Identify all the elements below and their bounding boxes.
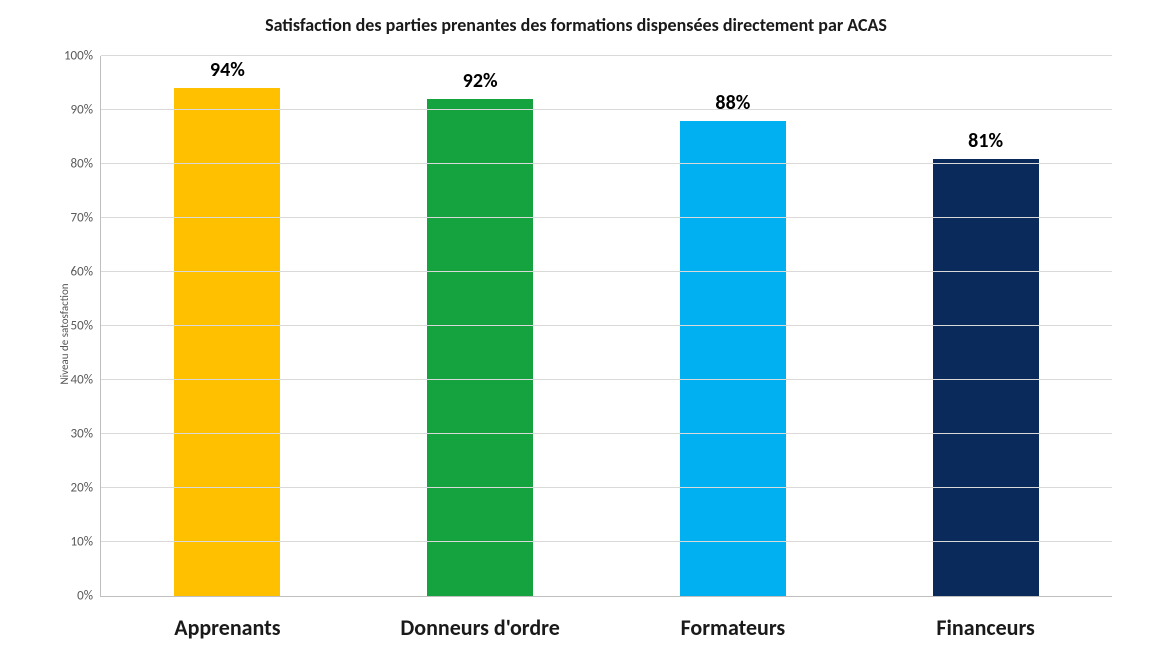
value-label: 81%	[968, 129, 1003, 153]
bar-slot: 88%Formateurs	[607, 56, 860, 596]
grid-line	[101, 163, 1112, 164]
bar: 92%	[427, 99, 533, 596]
bar: 81%	[933, 159, 1039, 596]
grid-line	[101, 325, 1112, 326]
grid-line	[101, 379, 1112, 380]
chart-title: Satisfaction des parties prenantes des f…	[0, 14, 1152, 36]
value-label: 94%	[210, 58, 245, 82]
y-tick-label: 50%	[71, 319, 101, 334]
y-tick-label: 40%	[71, 373, 101, 388]
satisfaction-chart: Satisfaction des parties prenantes des f…	[0, 0, 1152, 667]
bar-slot: 94%Apprenants	[101, 56, 354, 596]
grid-line	[101, 541, 1112, 542]
value-label: 92%	[463, 69, 498, 93]
y-tick-label: 80%	[71, 157, 101, 172]
y-tick-label: 70%	[71, 211, 101, 226]
x-category-label: Donneurs d'ordre	[400, 614, 559, 641]
y-axis-title: Niveau de satosfaction	[58, 283, 71, 384]
bar-slot: 81%Financeurs	[859, 56, 1112, 596]
grid-line	[101, 487, 1112, 488]
y-tick-label: 100%	[64, 49, 101, 64]
y-tick-label: 60%	[71, 265, 101, 280]
grid-line	[101, 217, 1112, 218]
y-tick-label: 0%	[77, 589, 101, 604]
bar: 88%	[680, 121, 786, 596]
grid-line	[101, 109, 1112, 110]
grid-line	[101, 433, 1112, 434]
bar: 94%	[174, 88, 280, 596]
bar-slot: 92%Donneurs d'ordre	[354, 56, 607, 596]
y-tick-label: 90%	[71, 103, 101, 118]
y-tick-label: 30%	[71, 427, 101, 442]
y-tick-label: 10%	[71, 535, 101, 550]
bars-container: 94%Apprenants92%Donneurs d'ordre88%Forma…	[101, 56, 1112, 596]
grid-line	[101, 271, 1112, 272]
value-label: 88%	[715, 91, 750, 115]
plot-area: 94%Apprenants92%Donneurs d'ordre88%Forma…	[100, 56, 1112, 597]
y-tick-label: 20%	[71, 481, 101, 496]
x-category-label: Apprenants	[174, 614, 280, 641]
x-category-label: Formateurs	[681, 614, 786, 641]
x-category-label: Financeurs	[936, 614, 1034, 641]
grid-line	[101, 55, 1112, 56]
